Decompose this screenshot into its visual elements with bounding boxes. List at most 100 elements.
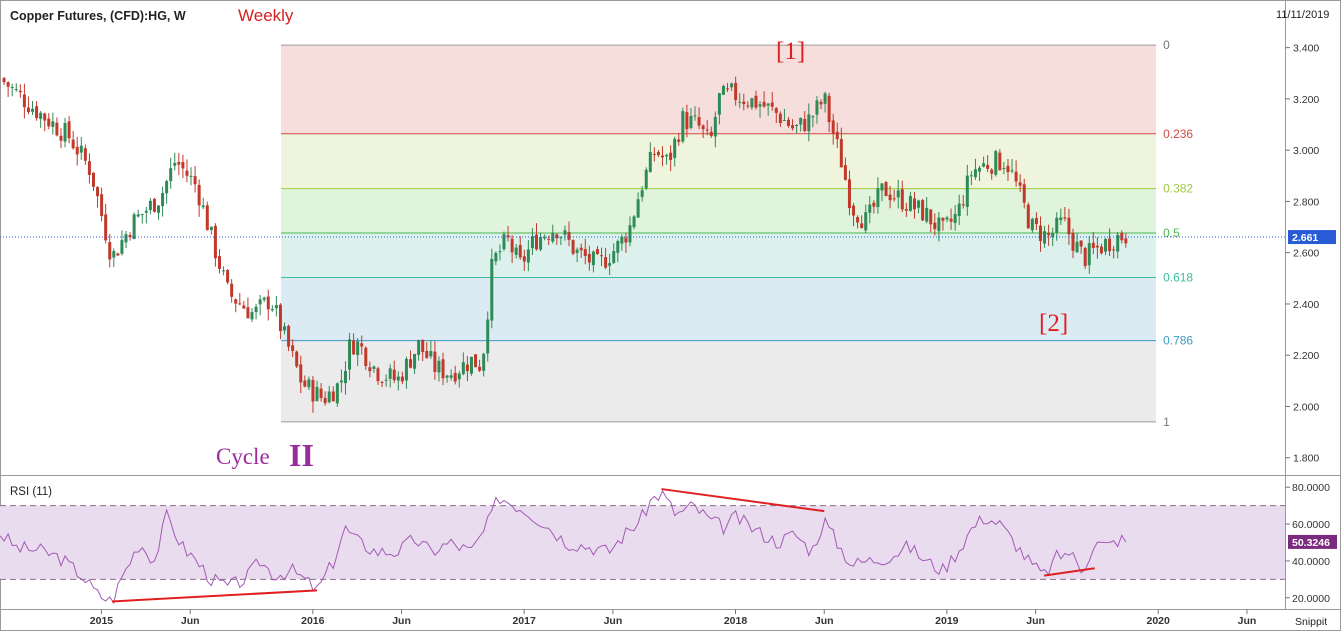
candle-down [852, 202, 856, 227]
candle-body [1063, 217, 1067, 219]
candle-down [567, 221, 571, 247]
candle-up [339, 369, 343, 393]
price-candles [2, 76, 1128, 413]
candle-down [474, 354, 478, 368]
candle-down [949, 208, 953, 230]
candle-body [701, 125, 705, 130]
candle-body [660, 155, 664, 158]
candle-down [904, 202, 908, 217]
candle-up [270, 305, 274, 312]
candle-body [847, 179, 851, 209]
candle-up [994, 149, 998, 177]
candle-body [87, 161, 91, 175]
candle-body [388, 368, 392, 379]
time-tick-label: 2020 [1147, 615, 1171, 627]
candle-body [673, 138, 677, 158]
candle-up [945, 215, 949, 223]
candle-body [238, 303, 242, 305]
candle-body [339, 380, 343, 383]
candle-down [843, 157, 847, 181]
candle-up [628, 216, 632, 247]
price-tick-label: 1.800 [1293, 453, 1319, 465]
candle-down [441, 352, 445, 386]
candle-up [124, 230, 128, 249]
snippit-label: Snippit [1295, 616, 1327, 628]
candle-body [648, 151, 652, 172]
candle-body [39, 112, 43, 119]
candle-body [291, 345, 295, 351]
divergence-line [661, 488, 825, 513]
candle-up [307, 376, 311, 391]
candle-body [217, 256, 221, 269]
candle-body [360, 343, 364, 347]
candle-body [10, 87, 14, 89]
candle-body [884, 182, 888, 197]
candle-body [494, 252, 498, 262]
time-tick-label: Jun [181, 615, 200, 627]
candle-up [388, 364, 392, 388]
candle-body [608, 263, 612, 266]
candle-body [872, 202, 876, 207]
candle-down [929, 209, 933, 233]
candle-down [75, 136, 79, 166]
candle-up [665, 153, 669, 165]
candle-down [234, 298, 238, 313]
candle-body [612, 251, 616, 263]
candle-down [1099, 243, 1103, 255]
candle-down [1038, 216, 1042, 252]
candle-body [486, 319, 490, 354]
candle-body [1095, 245, 1099, 248]
candle-down [368, 361, 372, 378]
candle-up [384, 374, 388, 387]
candle-body [908, 195, 912, 211]
candle-up [343, 361, 347, 395]
candle-down [1079, 240, 1083, 254]
candle-body [465, 364, 469, 372]
candle-up [209, 226, 213, 235]
candle-down [770, 91, 774, 111]
candle-up [908, 191, 912, 212]
candle-down [522, 249, 526, 271]
candle-body [876, 188, 880, 208]
candle-down [892, 189, 896, 202]
candle-up [494, 251, 498, 266]
candle-body [213, 225, 217, 259]
candle-down [96, 186, 100, 208]
candle-body [990, 169, 994, 174]
candle-up [39, 110, 43, 128]
candle-body [201, 205, 205, 208]
fib-level-label: 1 [1163, 415, 1170, 429]
candle-down [100, 187, 104, 222]
candle-down [990, 168, 994, 180]
candle-body [811, 116, 815, 118]
candle-up [681, 107, 685, 144]
candle-body [2, 78, 6, 83]
candle-down [409, 350, 413, 369]
candle-body [681, 111, 685, 142]
candle-body [230, 283, 234, 297]
candle-body [628, 225, 632, 243]
candle-down [1034, 212, 1038, 230]
candle-down [331, 386, 335, 402]
candle-down [1083, 246, 1087, 270]
timeframe-label: Weekly [238, 6, 294, 25]
divergence-line [1043, 567, 1095, 577]
candle-body [246, 307, 250, 319]
candle-up [1059, 208, 1063, 225]
candle-body [6, 82, 10, 87]
candle-body [67, 121, 71, 139]
candle-down [786, 116, 790, 128]
candle-body [1071, 232, 1075, 251]
candle-down [360, 335, 364, 355]
candle-body [31, 108, 35, 112]
candle-body [539, 237, 543, 250]
candle-down [912, 191, 916, 219]
candle-down [376, 366, 380, 385]
candle-body [364, 347, 368, 367]
price-tick-label: 2.400 [1293, 299, 1319, 311]
candle-down [6, 81, 10, 97]
fib-level-label: 0.382 [1163, 182, 1193, 196]
candle-up [250, 308, 254, 323]
candle-body [429, 351, 433, 357]
